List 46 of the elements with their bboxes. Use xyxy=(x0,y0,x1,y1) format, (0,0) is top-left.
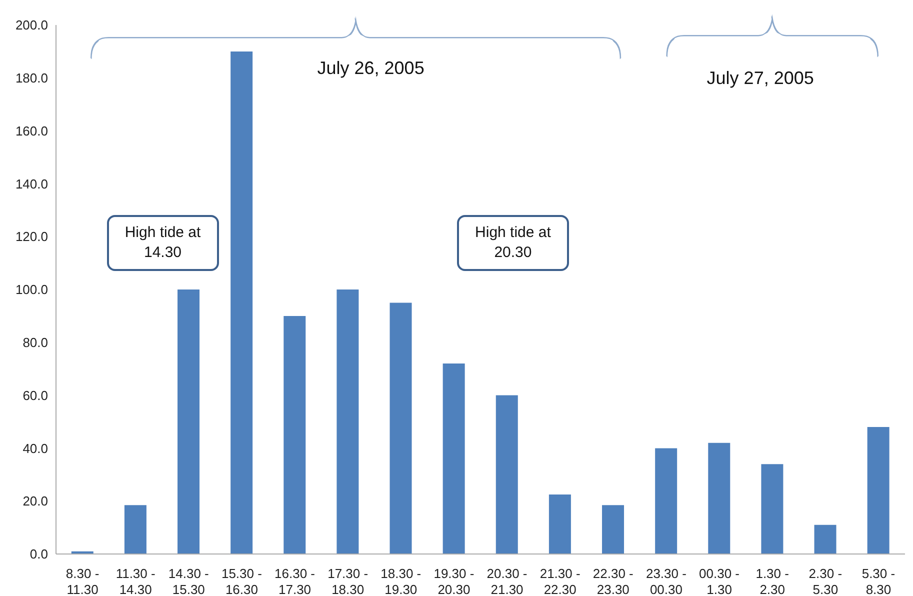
bar xyxy=(336,290,359,554)
x-tick-label: 22.30 - 23.30 xyxy=(592,566,634,596)
bar xyxy=(602,505,624,554)
bar xyxy=(655,448,678,554)
bar xyxy=(761,464,784,554)
x-tick-label: 19.30 - 20.30 xyxy=(434,566,474,596)
y-tick-label: 80.0 xyxy=(22,335,48,350)
y-tick-label: 20.0 xyxy=(22,494,48,509)
annotation: July 26, 2005 xyxy=(316,58,426,79)
x-tick-label: 20.30 - 21.30 xyxy=(486,566,528,596)
y-tick-label: 140.0 xyxy=(15,176,48,192)
x-tick-label: 1.30 - 2.30 xyxy=(756,566,789,596)
y-tick-label: 0.0 xyxy=(30,546,48,562)
y-tick-label: 60.0 xyxy=(22,388,48,403)
y-tick-label: 120.0 xyxy=(15,229,48,244)
bar xyxy=(230,51,253,554)
bar xyxy=(124,505,146,554)
bar xyxy=(178,290,200,554)
bar xyxy=(390,302,412,554)
y-tick-label: 180.0 xyxy=(15,70,48,86)
x-tick-label: 14.30 - 15.30 xyxy=(168,566,209,596)
annotation: High tide at 14.30 xyxy=(106,215,219,271)
y-tick-label: 160.0 xyxy=(15,123,48,138)
x-tick-label: 2.30 - 5.30 xyxy=(808,566,842,596)
y-tick-label: 100.0 xyxy=(15,282,48,298)
x-tick-label: 23.30 - 00.30 xyxy=(646,566,686,596)
x-tick-label: 11.30 - 14.30 xyxy=(116,566,156,596)
x-tick-label: 18.30 - 19.30 xyxy=(380,566,422,596)
x-tick-label: 17.30 - 18.30 xyxy=(328,566,368,596)
bar xyxy=(867,427,890,554)
x-tick-label: 21.30 - 22.30 xyxy=(540,566,580,596)
bar xyxy=(548,494,571,554)
x-tick-label: 15.30 - 16.30 xyxy=(221,566,262,596)
bar xyxy=(442,364,465,554)
bar xyxy=(284,316,306,554)
y-tick-label: 200.0 xyxy=(15,18,48,33)
bar xyxy=(814,524,836,554)
bar xyxy=(496,395,518,554)
y-tick-label: 40.0 xyxy=(22,440,48,456)
x-tick-label: 16.30 - 17.30 xyxy=(274,566,316,596)
annotation: High tide at 20.30 xyxy=(456,215,569,271)
x-tick-label: 5.30 - 8.30 xyxy=(862,566,896,596)
x-tick-label: 00.30 - 1.30 xyxy=(699,566,740,596)
x-tick-label: 8.30 - 11.30 xyxy=(66,566,100,596)
annotation: July 27, 2005 xyxy=(706,68,815,89)
bar xyxy=(708,442,730,554)
